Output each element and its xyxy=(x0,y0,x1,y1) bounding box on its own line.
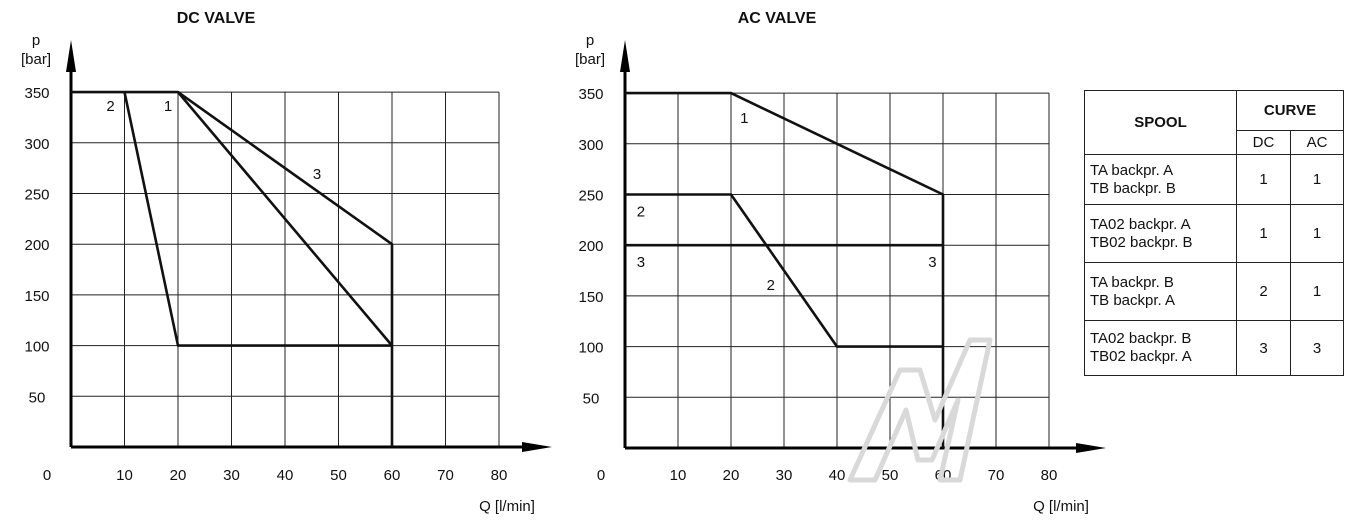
y-tick-label: 250 xyxy=(578,188,603,205)
series-line-1 xyxy=(625,91,945,246)
curve-label: 2 xyxy=(106,98,114,115)
chart-title: DC VALVE xyxy=(177,10,256,27)
dc-cell: 3 xyxy=(1236,320,1291,376)
x-tick-label: 30 xyxy=(223,467,240,484)
x-tick-label: 0 xyxy=(597,467,605,484)
y-tick-label: 150 xyxy=(578,289,603,306)
table-row: TA backpr. A TB backpr. B 1 1 xyxy=(1084,154,1344,205)
x-tick-label: 80 xyxy=(1041,467,1058,484)
table-row: TA02 backpr. B TB02 backpr. A 3 3 xyxy=(1084,320,1344,376)
y-tick-label: 200 xyxy=(24,237,49,254)
x-tick-label: 10 xyxy=(670,467,687,484)
y-tick-label: 50 xyxy=(583,390,600,407)
y-axis-label: p xyxy=(586,32,594,49)
x-axis-label: Q [l/min] xyxy=(479,498,535,515)
spool-line: TB02 backpr. A xyxy=(1090,348,1192,365)
dc-cell: 1 xyxy=(1236,154,1291,205)
spool-line: TA02 backpr. A xyxy=(1090,215,1191,233)
ac-cell: 3 xyxy=(1290,320,1344,376)
y-tick-label: 350 xyxy=(578,86,603,103)
dc-cell: 1 xyxy=(1236,204,1291,263)
spool-cell: TA02 backpr. B TB02 backpr. A xyxy=(1084,320,1237,376)
x-axis-arrow xyxy=(1076,443,1106,453)
spool-line: TB02 backpr. B xyxy=(1090,233,1193,251)
ac-cell: 1 xyxy=(1290,154,1344,205)
curve-label: 3 xyxy=(637,254,645,271)
y-tick-label: 100 xyxy=(578,340,603,357)
x-tick-label: 40 xyxy=(277,467,294,484)
x-tick-label: 30 xyxy=(776,467,793,484)
x-tick-label: 80 xyxy=(491,467,508,484)
spool-line: TA backpr. B xyxy=(1090,273,1174,291)
x-tick-label: 40 xyxy=(829,467,846,484)
curve-label: 3 xyxy=(313,166,321,183)
y-tick-label: 50 xyxy=(29,389,46,406)
x-tick-label: 60 xyxy=(384,467,401,484)
y-axis-arrow xyxy=(66,40,76,72)
y-tick-label: 300 xyxy=(578,137,603,154)
spool-curve-table: SPOOL CURVE DC AC TA backpr. A TB backpr.… xyxy=(1084,90,1344,376)
ac-cell: 1 xyxy=(1290,262,1344,321)
curve-label: 1 xyxy=(164,98,172,115)
y-axis-label: p xyxy=(32,32,40,49)
series-line-2 xyxy=(123,91,392,347)
spool-line: TB backpr. B xyxy=(1090,179,1176,197)
spool-line: TA02 backpr. B xyxy=(1090,330,1192,347)
curve-label: 3 xyxy=(928,254,936,271)
x-tick-label: 20 xyxy=(170,467,187,484)
x-tick-label: 50 xyxy=(882,467,899,484)
curve-label: 1 xyxy=(740,110,748,127)
curve-label: 2 xyxy=(767,277,775,294)
spool-line: TA backpr. A xyxy=(1090,161,1174,179)
chart-title: AC VALVE xyxy=(738,10,817,27)
spool-cell: TA backpr. B TB backpr. A xyxy=(1084,262,1237,321)
ac-cell: 1 xyxy=(1290,204,1344,263)
y-axis-arrow xyxy=(620,40,630,72)
y-tick-label: 150 xyxy=(24,288,49,305)
dc-header: DC xyxy=(1236,130,1291,155)
y-tick-label: 200 xyxy=(578,238,603,255)
x-tick-label: 70 xyxy=(437,467,454,484)
x-axis-label: Q [l/min] xyxy=(1033,498,1089,515)
curve-header: CURVE xyxy=(1236,90,1344,131)
y-tick-label: 250 xyxy=(24,187,49,204)
series-line-3 xyxy=(177,91,394,346)
spool-cell: TA02 backpr. A TB02 backpr. B xyxy=(1084,204,1237,263)
spool-cell: TA backpr. A TB backpr. B xyxy=(1084,154,1237,205)
spool-header: SPOOL xyxy=(1084,90,1237,155)
x-tick-label: 0 xyxy=(43,467,51,484)
ac-header: AC xyxy=(1290,130,1344,155)
y-axis-label-unit: [bar] xyxy=(21,51,51,68)
x-axis-arrow xyxy=(522,442,552,452)
y-tick-label: 350 xyxy=(24,85,49,102)
y-tick-label: 100 xyxy=(24,339,49,356)
curve-label: 2 xyxy=(637,204,645,221)
table-row: TA backpr. B TB backpr. A 2 1 xyxy=(1084,262,1344,321)
x-tick-label: 60 xyxy=(935,467,952,484)
x-tick-label: 20 xyxy=(723,467,740,484)
dc-cell: 2 xyxy=(1236,262,1291,321)
x-tick-label: 70 xyxy=(988,467,1005,484)
y-axis-label-unit: [bar] xyxy=(575,51,605,68)
y-tick-label: 300 xyxy=(24,136,49,153)
spool-line: TB backpr. A xyxy=(1090,291,1176,309)
x-tick-label: 50 xyxy=(330,467,347,484)
table-row: TA02 backpr. A TB02 backpr. B 1 1 xyxy=(1084,204,1344,263)
x-tick-label: 10 xyxy=(116,467,133,484)
